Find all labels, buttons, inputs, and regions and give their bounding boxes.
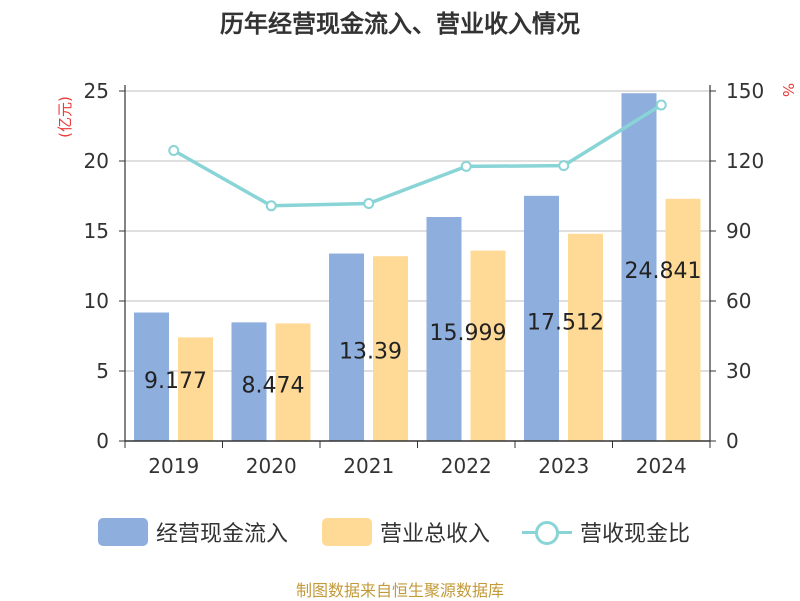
bar-value-label: 8.474 xyxy=(242,374,305,399)
right-axis-ticks: 0 30 60 90 120 150 xyxy=(726,79,764,453)
ratio-polyline xyxy=(172,103,663,208)
ratio-line xyxy=(168,99,667,212)
ratio-point xyxy=(460,160,472,172)
left-tick-label: 20 xyxy=(84,149,109,173)
x-tick-label: 2021 xyxy=(343,454,394,478)
left-axis-ticks: 0 5 10 15 20 25 xyxy=(84,79,109,453)
bar-inflow xyxy=(524,195,559,441)
bar-revenue xyxy=(373,256,408,441)
left-tick-label: 10 xyxy=(84,289,109,313)
right-tick-label: 0 xyxy=(726,429,739,453)
source-footer: 制图数据来自恒生聚源数据库 xyxy=(295,581,504,600)
bar-value-label: 17.512 xyxy=(527,310,604,335)
bar-revenue xyxy=(665,198,701,441)
bar-inflow xyxy=(329,253,364,441)
right-tick-label: 150 xyxy=(726,79,764,103)
bar-inflow xyxy=(621,93,657,441)
x-tick-label: 2020 xyxy=(246,454,297,478)
x-tick-label: 2019 xyxy=(148,454,199,478)
bar-value-label: 15.999 xyxy=(430,321,507,346)
legend-item-revenue[interactable]: 营业总收入 xyxy=(322,516,490,548)
bar-revenue xyxy=(470,250,506,441)
legend-item-ratio[interactable]: 营收现金比 xyxy=(522,516,690,548)
x-tick-label: 2024 xyxy=(636,454,687,478)
bar-revenue xyxy=(275,323,311,441)
axes xyxy=(119,85,716,448)
right-tick-label: 30 xyxy=(726,359,751,383)
bar-value-label: 9.177 xyxy=(144,369,207,394)
ratio-point xyxy=(558,160,570,172)
legend-label-revenue: 营业总收入 xyxy=(380,522,491,547)
right-tick-label: 60 xyxy=(726,289,751,313)
legend-swatch-ratio xyxy=(522,518,572,546)
left-tick-label: 5 xyxy=(96,359,109,383)
left-tick-label: 25 xyxy=(84,79,109,103)
bar-inflow xyxy=(134,312,169,441)
bars xyxy=(134,93,701,441)
bar-value-labels: 9.177 8.474 13.39 15.999 17.512 24.841 xyxy=(144,259,701,399)
ratio-point xyxy=(363,197,375,209)
legend: 经营现金流入 营业总收入 营收现金比 xyxy=(0,516,800,556)
ratio-point xyxy=(655,99,667,111)
right-axis-unit: % xyxy=(779,83,797,97)
legend-swatch-revenue xyxy=(322,518,372,546)
bar-inflow xyxy=(426,217,462,441)
bar-inflow xyxy=(231,322,267,441)
bar-revenue xyxy=(178,337,213,441)
right-tick-label: 90 xyxy=(726,219,751,243)
x-axis-ticks: 2019 2020 2021 2022 2023 2024 xyxy=(148,454,686,478)
ratio-point xyxy=(168,145,180,156)
legend-label-ratio: 营收现金比 xyxy=(580,522,691,547)
x-tick-label: 2023 xyxy=(538,454,589,478)
bar-value-label: 24.841 xyxy=(625,259,702,284)
legend-label-inflow: 经营现金流入 xyxy=(156,522,289,547)
legend-item-inflow[interactable]: 经营现金流入 xyxy=(98,516,288,548)
x-tick-label: 2022 xyxy=(441,454,492,478)
grid-lines xyxy=(125,90,710,372)
bar-value-label: 13.39 xyxy=(339,339,402,364)
chart-title: 历年经营现金流入、营业收入情况 xyxy=(220,10,580,38)
left-axis-unit: (亿元) xyxy=(56,96,74,138)
legend-swatch-inflow xyxy=(98,518,148,546)
left-tick-label: 0 xyxy=(96,429,109,453)
right-tick-label: 120 xyxy=(726,149,764,173)
bar-revenue xyxy=(568,233,603,441)
left-tick-label: 15 xyxy=(84,219,109,243)
ratio-point xyxy=(265,200,277,212)
